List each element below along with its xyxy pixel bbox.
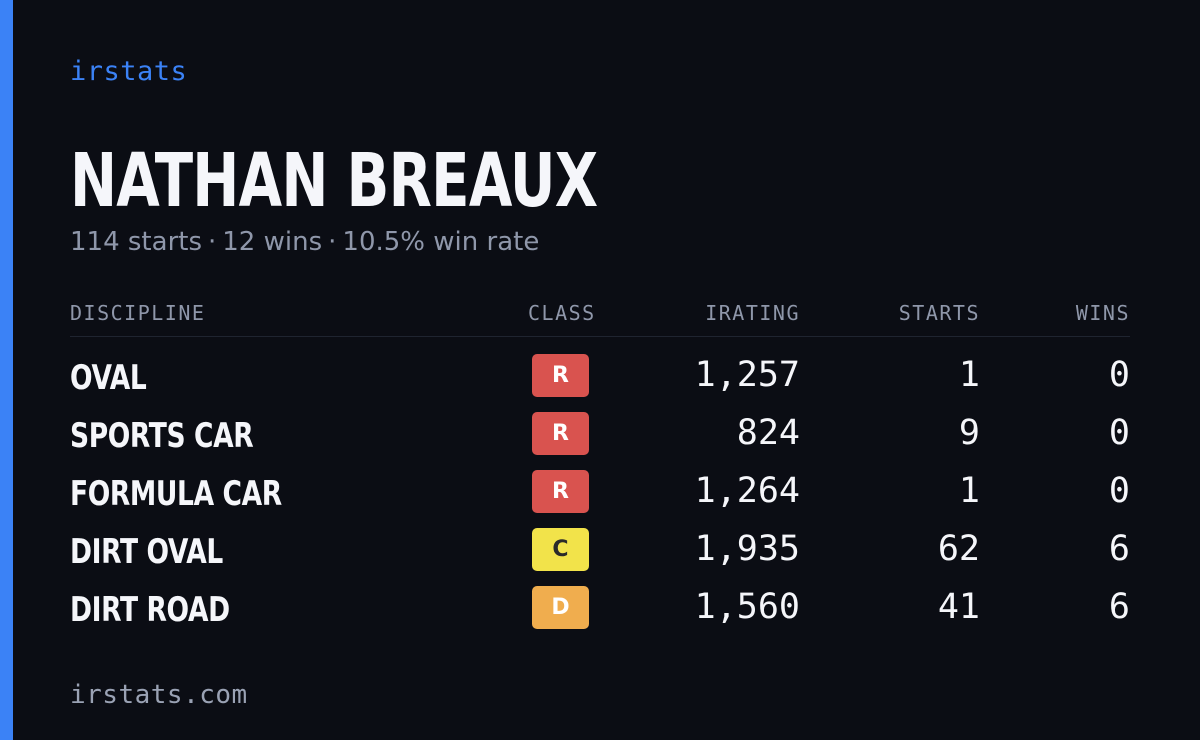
table-row: SPORTS CAR R 824 9 0 [70, 412, 1130, 470]
column-header-irating: IRATING [705, 301, 800, 325]
irating-value: 824 [736, 413, 800, 453]
column-header-wins: WINS [1075, 301, 1130, 325]
column-header-starts: STARTS [898, 301, 980, 325]
discipline-name: FORMULA CAR [70, 474, 282, 514]
table-header: DISCIPLINE CLASS IRATING STARTS WINS [70, 296, 1130, 337]
table-row: DIRT ROAD D 1,560 41 6 [70, 586, 1130, 644]
discipline-name: DIRT ROAD [70, 590, 230, 630]
wins-value: 0 [1108, 355, 1130, 395]
accent-bar [0, 0, 13, 740]
irating-value: 1,560 [694, 587, 800, 627]
player-summary: 114 starts · 12 wins · 10.5% win rate [70, 227, 539, 257]
discipline-name: DIRT OVAL [70, 532, 223, 572]
discipline-stats-table: DISCIPLINE CLASS IRATING STARTS WINS OVA… [70, 296, 1130, 644]
license-class-badge: R [532, 470, 589, 513]
irating-value: 1,257 [694, 355, 800, 395]
summary-separator: · [328, 227, 337, 257]
wins-value: 0 [1108, 471, 1130, 511]
license-class-badge: C [532, 528, 589, 571]
wins-summary: 12 wins [222, 227, 323, 257]
table-row: DIRT OVAL C 1,935 62 6 [70, 528, 1130, 586]
starts-value: 41 [937, 587, 980, 627]
summary-separator: · [208, 227, 217, 257]
discipline-name: OVAL [70, 358, 147, 398]
column-header-class: CLASS [528, 301, 596, 325]
table-row: FORMULA CAR R 1,264 1 0 [70, 470, 1130, 528]
win-rate-summary: 10.5% win rate [342, 227, 540, 257]
starts-value: 62 [937, 529, 980, 569]
starts-value: 1 [958, 355, 980, 395]
starts-value: 1 [958, 471, 980, 511]
starts-value: 9 [958, 413, 980, 453]
wins-value: 6 [1108, 587, 1130, 627]
table-row: OVAL R 1,257 1 0 [70, 354, 1130, 412]
irating-value: 1,264 [694, 471, 800, 511]
wins-value: 6 [1108, 529, 1130, 569]
license-class-badge: R [532, 354, 589, 397]
wins-value: 0 [1108, 413, 1130, 453]
brand-logo-text[interactable]: irstats [70, 56, 188, 87]
column-header-discipline: DISCIPLINE [70, 301, 206, 325]
table-body: OVAL R 1,257 1 0 SPORTS CAR R 824 9 0 FORMULA CAR R… [70, 354, 1130, 644]
license-class-badge: D [532, 586, 589, 629]
starts-summary: 114 starts [70, 227, 202, 257]
footer-url[interactable]: irstats.com [70, 680, 248, 710]
irating-value: 1,935 [694, 529, 800, 569]
player-name: NATHAN BREAUX [70, 138, 598, 224]
discipline-name: SPORTS CAR [70, 416, 254, 456]
license-class-badge: R [532, 412, 589, 455]
